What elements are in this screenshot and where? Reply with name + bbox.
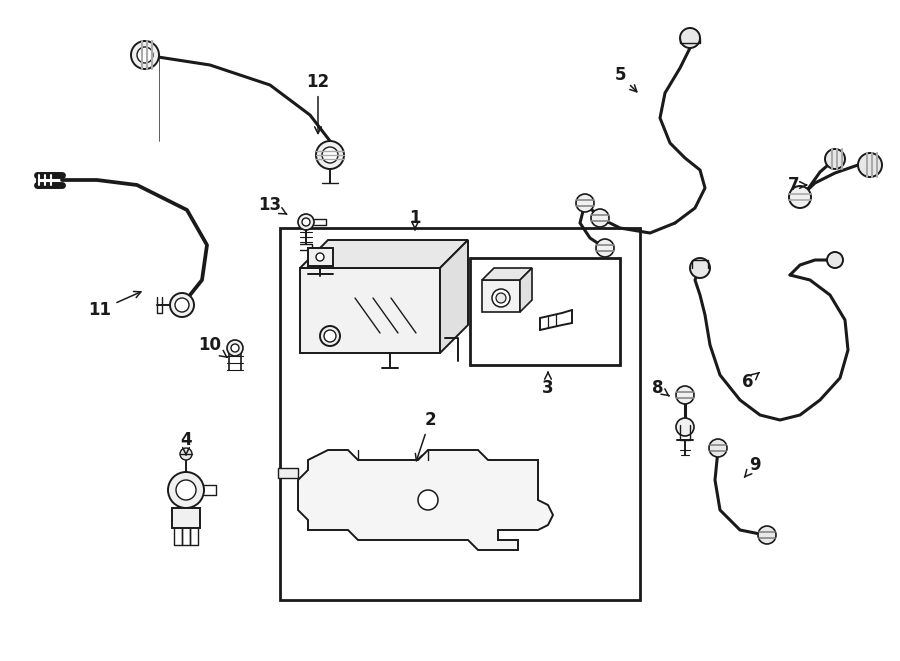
Circle shape bbox=[690, 258, 710, 278]
Polygon shape bbox=[308, 248, 333, 266]
Circle shape bbox=[322, 147, 338, 163]
Circle shape bbox=[825, 149, 845, 169]
Bar bbox=[280, 228, 640, 600]
Text: 8: 8 bbox=[652, 379, 669, 397]
Bar bbox=[470, 258, 620, 365]
Text: 6: 6 bbox=[742, 373, 759, 391]
Circle shape bbox=[789, 186, 811, 208]
Circle shape bbox=[492, 289, 510, 307]
Circle shape bbox=[298, 214, 314, 230]
Polygon shape bbox=[298, 450, 553, 550]
Circle shape bbox=[676, 386, 694, 404]
Circle shape bbox=[231, 344, 239, 352]
Text: 2: 2 bbox=[416, 411, 436, 461]
Circle shape bbox=[170, 293, 194, 317]
Circle shape bbox=[227, 340, 243, 356]
Circle shape bbox=[180, 448, 192, 460]
Circle shape bbox=[316, 141, 344, 169]
Polygon shape bbox=[300, 240, 468, 268]
Polygon shape bbox=[172, 508, 200, 528]
Circle shape bbox=[320, 326, 340, 346]
Circle shape bbox=[168, 472, 204, 508]
Text: 7: 7 bbox=[788, 176, 806, 194]
Circle shape bbox=[175, 298, 189, 312]
Text: 10: 10 bbox=[199, 336, 227, 357]
Text: 11: 11 bbox=[88, 292, 141, 319]
Circle shape bbox=[176, 480, 196, 500]
Circle shape bbox=[858, 153, 882, 177]
Circle shape bbox=[316, 253, 324, 261]
Circle shape bbox=[137, 47, 153, 63]
Text: 9: 9 bbox=[744, 456, 760, 477]
Text: 3: 3 bbox=[542, 372, 554, 397]
Polygon shape bbox=[278, 468, 298, 478]
Circle shape bbox=[302, 218, 310, 226]
Circle shape bbox=[324, 330, 336, 342]
Polygon shape bbox=[520, 268, 532, 312]
Text: 5: 5 bbox=[614, 66, 637, 92]
Polygon shape bbox=[482, 268, 532, 280]
Text: 4: 4 bbox=[180, 431, 192, 455]
Text: 13: 13 bbox=[258, 196, 287, 214]
Circle shape bbox=[496, 293, 506, 303]
Circle shape bbox=[827, 252, 843, 268]
Polygon shape bbox=[482, 280, 520, 312]
Circle shape bbox=[596, 239, 614, 257]
Text: 1: 1 bbox=[410, 209, 421, 230]
Circle shape bbox=[131, 41, 159, 69]
Circle shape bbox=[709, 439, 727, 457]
Circle shape bbox=[576, 194, 594, 212]
Circle shape bbox=[591, 209, 609, 227]
Circle shape bbox=[418, 490, 438, 510]
Circle shape bbox=[758, 526, 776, 544]
Circle shape bbox=[676, 418, 694, 436]
Text: 12: 12 bbox=[306, 73, 329, 134]
Circle shape bbox=[680, 28, 700, 48]
Polygon shape bbox=[300, 268, 440, 353]
Polygon shape bbox=[440, 240, 468, 353]
